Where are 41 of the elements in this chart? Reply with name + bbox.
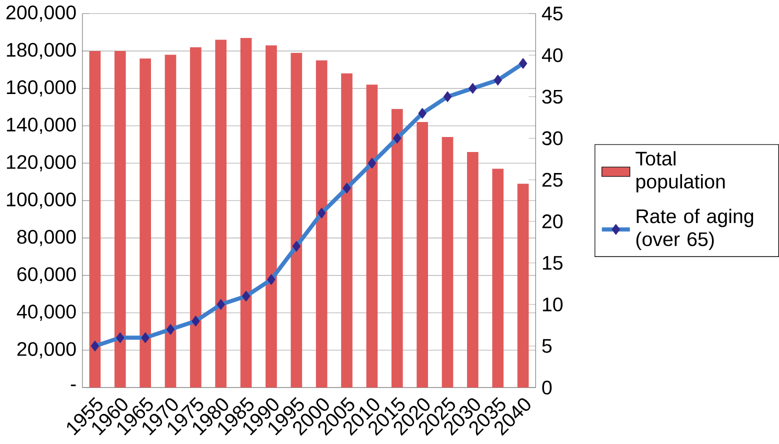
y-tick-label: 60,000 bbox=[17, 267, 76, 284]
bar bbox=[114, 50, 126, 388]
y-tick-label: 180,000 bbox=[6, 42, 76, 59]
legend-label: Total population bbox=[636, 150, 725, 192]
bar bbox=[366, 84, 378, 388]
y-tick-label: 40,000 bbox=[16, 304, 76, 321]
legend-label: Rate of aging (over 65) bbox=[636, 208, 754, 250]
y2-tick-label: 0 bbox=[542, 380, 552, 394]
y-tick-label: 120,000 bbox=[6, 154, 76, 172]
y-tick-label: 20,000 bbox=[17, 342, 76, 358]
bar bbox=[391, 108, 403, 388]
bar bbox=[316, 60, 328, 388]
y2-tick-label: 20 bbox=[542, 214, 563, 228]
bar bbox=[416, 122, 428, 388]
y2-tick-label: 40 bbox=[542, 48, 563, 62]
y2-tick-label: 45 bbox=[542, 6, 562, 20]
y-tick-label: - bbox=[70, 384, 76, 386]
y2-tick-label: 25 bbox=[542, 172, 562, 187]
y-tick-label: 160,000 bbox=[6, 80, 76, 96]
bar bbox=[492, 168, 504, 388]
y2-tick-label: 30 bbox=[542, 131, 563, 146]
y2-tick-label: 10 bbox=[542, 297, 563, 312]
bar bbox=[89, 50, 101, 388]
y2-tick-label: 15 bbox=[542, 256, 562, 270]
y-tick-label: 100,000 bbox=[6, 192, 76, 209]
y-tick-label: 200,000 bbox=[6, 5, 76, 22]
bar bbox=[215, 40, 227, 388]
y-tick-label: 80,000 bbox=[17, 230, 76, 246]
bar bbox=[442, 136, 454, 388]
y2-tick-label: 35 bbox=[542, 90, 562, 104]
y2-tick-label: 5 bbox=[542, 339, 552, 353]
bar bbox=[164, 54, 176, 388]
bar bbox=[290, 52, 302, 388]
y-tick-label: 140,000 bbox=[6, 118, 76, 134]
bar bbox=[467, 152, 478, 388]
bar bbox=[517, 184, 529, 388]
bar bbox=[240, 38, 252, 388]
bar bbox=[190, 47, 202, 388]
bar bbox=[140, 58, 151, 388]
bar bbox=[341, 73, 352, 388]
bar bbox=[266, 45, 277, 388]
